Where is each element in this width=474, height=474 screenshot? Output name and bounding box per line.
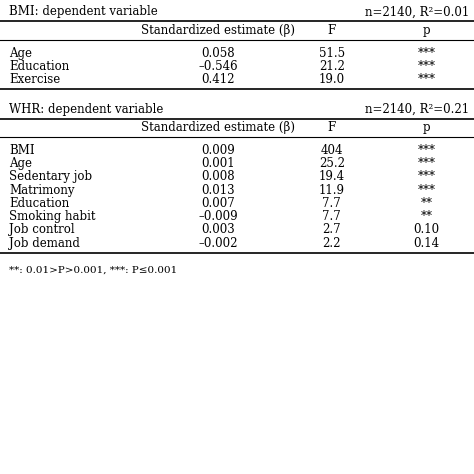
Text: Education: Education <box>9 60 70 73</box>
Text: **: 0.01>P>0.001, ***: P≤0.001: **: 0.01>P>0.001, ***: P≤0.001 <box>9 266 178 274</box>
Text: n=2140, R²=0.21: n=2140, R²=0.21 <box>365 102 469 116</box>
Text: 21.2: 21.2 <box>319 60 345 73</box>
Text: 0.007: 0.007 <box>201 197 235 210</box>
Text: n=2140, R²=0.01: n=2140, R²=0.01 <box>365 5 469 18</box>
Text: Sedentary job: Sedentary job <box>9 170 92 183</box>
Text: 0.10: 0.10 <box>413 223 440 237</box>
Text: ***: *** <box>418 46 436 60</box>
Text: 0.14: 0.14 <box>413 237 440 250</box>
Text: Education: Education <box>9 197 70 210</box>
Text: Age: Age <box>9 46 33 60</box>
Text: 7.7: 7.7 <box>322 210 341 223</box>
Text: Matrimony: Matrimony <box>9 183 75 197</box>
Text: ***: *** <box>418 144 436 157</box>
Text: 404: 404 <box>320 144 343 157</box>
Text: p: p <box>423 24 430 37</box>
Text: **: ** <box>420 210 433 223</box>
Text: Job control: Job control <box>9 223 75 237</box>
Text: 0.013: 0.013 <box>201 183 235 197</box>
Text: 0.003: 0.003 <box>201 223 235 237</box>
Text: 0.001: 0.001 <box>201 157 235 170</box>
Text: ***: *** <box>418 183 436 197</box>
Text: 7.7: 7.7 <box>322 197 341 210</box>
Text: ***: *** <box>418 170 436 183</box>
Text: 19.0: 19.0 <box>319 73 345 86</box>
Text: F: F <box>328 121 336 135</box>
Text: 0.058: 0.058 <box>201 46 235 60</box>
Text: 2.7: 2.7 <box>322 223 341 237</box>
Text: 25.2: 25.2 <box>319 157 345 170</box>
Text: –0.002: –0.002 <box>198 237 238 250</box>
Text: 2.2: 2.2 <box>322 237 341 250</box>
Text: 0.008: 0.008 <box>201 170 235 183</box>
Text: ***: *** <box>418 73 436 86</box>
Text: ***: *** <box>418 157 436 170</box>
Text: –0.009: –0.009 <box>198 210 238 223</box>
Text: Standardized estimate (β): Standardized estimate (β) <box>141 24 295 37</box>
Text: 11.9: 11.9 <box>319 183 345 197</box>
Text: 0.009: 0.009 <box>201 144 235 157</box>
Text: BMI: dependent variable: BMI: dependent variable <box>9 5 158 18</box>
Text: Age: Age <box>9 157 33 170</box>
Text: Exercise: Exercise <box>9 73 61 86</box>
Text: BMI: BMI <box>9 144 35 157</box>
Text: 51.5: 51.5 <box>319 46 345 60</box>
Text: F: F <box>328 24 336 37</box>
Text: Smoking habit: Smoking habit <box>9 210 96 223</box>
Text: 19.4: 19.4 <box>319 170 345 183</box>
Text: p: p <box>423 121 430 135</box>
Text: WHR: dependent variable: WHR: dependent variable <box>9 102 164 116</box>
Text: 0.412: 0.412 <box>201 73 235 86</box>
Text: **: ** <box>420 197 433 210</box>
Text: ***: *** <box>418 60 436 73</box>
Text: –0.546: –0.546 <box>198 60 238 73</box>
Text: Standardized estimate (β): Standardized estimate (β) <box>141 121 295 135</box>
Text: Job demand: Job demand <box>9 237 81 250</box>
